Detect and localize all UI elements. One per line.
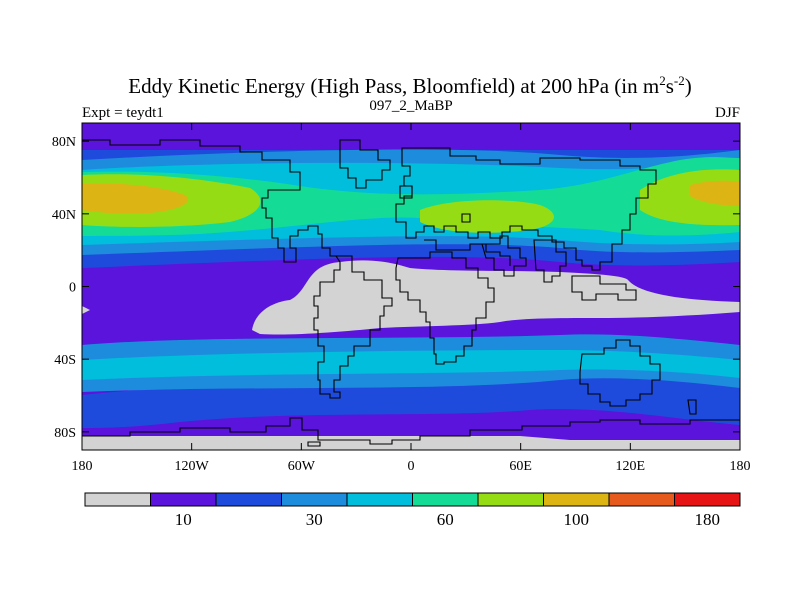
coastline-northamerica — [82, 139, 336, 263]
coastline-uk — [399, 185, 413, 199]
band-gray-equatorial — [252, 260, 740, 335]
subtitle-right: DJF — [715, 105, 740, 121]
band-yellowgreen-central — [420, 200, 554, 233]
colorbar-swatch — [346, 492, 413, 507]
coastline-indonesia — [571, 275, 637, 301]
x-tick-label: 180 — [730, 459, 751, 474]
x-axis: 180 120W 60W 0 60E 120E 180 — [72, 123, 751, 474]
colorbar-swatch — [150, 492, 217, 507]
coastline-india — [533, 239, 567, 283]
title-sup-2: -2 — [674, 73, 685, 88]
coastline-antarctica-peninsula — [307, 441, 321, 447]
colorbar-label: 10 — [175, 510, 192, 529]
colorbar-swatch — [412, 492, 479, 507]
title-suffix: ) — [685, 74, 692, 98]
band-gray-west-edge — [82, 306, 90, 314]
coastline-arabia — [481, 235, 527, 277]
colorbar-swatch — [477, 492, 544, 507]
y-tick-label: 80N — [52, 135, 76, 150]
chart-title: Eddy Kinetic Energy (High Pass, Bloomfie… — [128, 73, 692, 98]
colorbar-swatch — [84, 492, 151, 507]
band-cyan-south — [82, 350, 740, 380]
title-mid: s — [666, 74, 674, 98]
y-tick-label: 0 — [69, 281, 76, 296]
y-tick-label: 80S — [54, 426, 76, 441]
colorbar: 10 30 60 100 180 — [84, 492, 741, 529]
x-tick-label: 0 — [408, 459, 415, 474]
coastline-africa — [395, 251, 495, 365]
coastline-greenland — [339, 139, 391, 189]
colorbar-label: 180 — [695, 510, 721, 529]
colorbar-label: 30 — [306, 510, 323, 529]
title-prefix: Eddy Kinetic Energy (High Pass, Bloomfie… — [128, 74, 659, 98]
coastline-australia — [579, 339, 661, 407]
coastline-europe — [395, 147, 657, 271]
colorbar-label: 60 — [437, 510, 454, 529]
colorbar-swatch — [281, 492, 348, 507]
coastline-southamerica — [313, 255, 393, 399]
coastline-newzealand — [687, 399, 697, 415]
y-tick-label: 40S — [54, 353, 76, 368]
colorbar-swatch — [215, 492, 282, 507]
colorbar-swatch — [674, 492, 741, 507]
coastlines — [82, 139, 740, 447]
x-tick-label: 120W — [175, 459, 210, 474]
coastline-antarctica — [82, 417, 740, 445]
band-orange-west — [82, 183, 189, 214]
map-area — [82, 123, 740, 450]
x-tick-label: 180 — [72, 459, 93, 474]
colorbar-label: 100 — [564, 510, 590, 529]
title-sup-1: 2 — [659, 73, 666, 88]
band-orange-east — [690, 180, 740, 206]
x-tick-label: 60E — [509, 459, 532, 474]
y-axis: 80N 40N 0 40S 80S — [52, 135, 740, 441]
subtitle-left: Expt = teydt1 — [82, 105, 164, 121]
colorbar-swatch — [608, 492, 675, 507]
y-tick-label: 40N — [52, 208, 76, 223]
x-tick-label: 120E — [616, 459, 646, 474]
colorbar-swatch — [543, 492, 610, 507]
subtitle-center: 097_2_MaBP — [369, 98, 452, 114]
x-tick-label: 60W — [288, 459, 316, 474]
coastline-caspian — [461, 213, 471, 223]
